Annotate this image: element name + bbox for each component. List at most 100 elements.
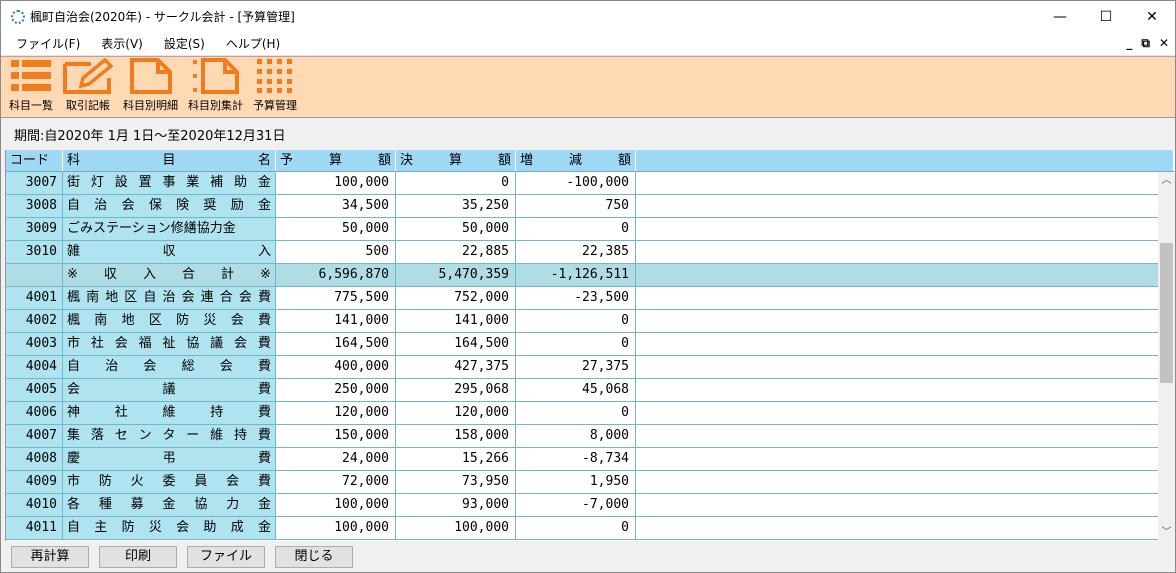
tool-account-summary[interactable]: 科目別集計 <box>188 58 243 117</box>
tool-account-detail[interactable]: 科目別明細 <box>123 58 178 117</box>
cell-diff[interactable]: -8,734 <box>516 448 636 470</box>
cell-code[interactable] <box>6 264 63 286</box>
cell-blank[interactable] <box>636 241 1174 263</box>
cell-diff[interactable]: -23,500 <box>516 287 636 309</box>
cell-diff[interactable]: 0 <box>516 310 636 332</box>
cell-actual[interactable]: 100,000 <box>396 517 516 539</box>
cell-code[interactable]: 3008 <box>6 195 63 217</box>
cell-code[interactable]: 3007 <box>6 172 63 194</box>
cell-diff[interactable]: 27,375 <box>516 356 636 378</box>
table-row[interactable]: 4010 各種募金協力金 100,000 93,000 -7,000 <box>6 494 1174 517</box>
cell-diff[interactable]: 0 <box>516 218 636 240</box>
cell-actual[interactable]: 295,068 <box>396 379 516 401</box>
cell-blank[interactable] <box>636 494 1174 516</box>
cell-blank[interactable] <box>636 218 1174 240</box>
cell-blank[interactable] <box>636 448 1174 470</box>
tool-account-list[interactable]: 科目一覧 <box>9 58 53 117</box>
tool-budget-management[interactable]: 予算管理 <box>253 58 297 117</box>
cell-diff[interactable]: -1,126,511 <box>516 264 636 286</box>
cell-blank[interactable] <box>636 471 1174 493</box>
cell-name[interactable]: ごみステーション修繕協力金 <box>63 218 276 240</box>
cell-budget[interactable]: 400,000 <box>276 356 396 378</box>
cell-actual[interactable]: 22,885 <box>396 241 516 263</box>
cell-name[interactable]: 雑収入 <box>63 241 276 263</box>
table-row[interactable]: 4008 慶弔費 24,000 15,266 -8,734 <box>6 448 1174 471</box>
table-row[interactable]: 4005 会議費 250,000 295,068 45,068 <box>6 379 1174 402</box>
total-row[interactable]: ※ 収入合計 ※ 6,596,870 5,470,359 -1,126,511 <box>6 264 1174 287</box>
table-row[interactable]: 3010 雑収入 500 22,885 22,385 <box>6 241 1174 264</box>
cell-blank[interactable] <box>636 287 1174 309</box>
cell-blank[interactable] <box>636 310 1174 332</box>
cell-name[interactable]: 各種募金協力金 <box>63 494 276 516</box>
table-row[interactable]: 4011 自主防災会助成金 100,000 100,000 0 <box>6 517 1174 540</box>
cell-name[interactable]: 神社維持費 <box>63 402 276 424</box>
cell-actual[interactable]: 73,950 <box>396 471 516 493</box>
print-button[interactable]: 印刷 <box>99 546 177 568</box>
cell-blank[interactable] <box>636 195 1174 217</box>
cell-blank[interactable] <box>636 356 1174 378</box>
cell-blank[interactable] <box>636 333 1174 355</box>
table-row[interactable]: 4006 神社維持費 120,000 120,000 0 <box>6 402 1174 425</box>
cell-code[interactable]: 4003 <box>6 333 63 355</box>
cell-budget[interactable]: 6,596,870 <box>276 264 396 286</box>
minimize-button[interactable]: — <box>1037 1 1083 32</box>
cell-actual[interactable]: 164,500 <box>396 333 516 355</box>
header-name[interactable]: 科 目 名 <box>63 150 276 171</box>
cell-budget[interactable]: 775,500 <box>276 287 396 309</box>
cell-code[interactable]: 4001 <box>6 287 63 309</box>
cell-name[interactable]: ※ 収入合計 ※ <box>63 264 276 286</box>
cell-actual[interactable]: 50,000 <box>396 218 516 240</box>
header-actual[interactable]: 決 算 額 <box>396 150 516 171</box>
cell-diff[interactable]: 0 <box>516 402 636 424</box>
cell-actual[interactable]: 93,000 <box>396 494 516 516</box>
table-row[interactable]: 4003 市社会福祉協議会費 164,500 164,500 0 <box>6 333 1174 356</box>
header-diff[interactable]: 増 減 額 <box>516 150 636 171</box>
recalculate-button[interactable]: 再計算 <box>11 546 89 568</box>
cell-actual[interactable]: 5,470,359 <box>396 264 516 286</box>
cell-diff[interactable]: 750 <box>516 195 636 217</box>
cell-name[interactable]: 集落センター維持費 <box>63 425 276 447</box>
cell-budget[interactable]: 50,000 <box>276 218 396 240</box>
cell-diff[interactable]: 1,950 <box>516 471 636 493</box>
header-budget[interactable]: 予 算 額 <box>276 150 396 171</box>
cell-name[interactable]: 楓南地区防災会費 <box>63 310 276 332</box>
cell-diff[interactable]: 45,068 <box>516 379 636 401</box>
cell-budget[interactable]: 141,000 <box>276 310 396 332</box>
cell-code[interactable]: 4009 <box>6 471 63 493</box>
tool-transaction-entry[interactable]: 取引記帳 <box>63 58 113 117</box>
cell-budget[interactable]: 24,000 <box>276 448 396 470</box>
cell-diff[interactable]: 22,385 <box>516 241 636 263</box>
cell-budget[interactable]: 500 <box>276 241 396 263</box>
cell-name[interactable]: 慶弔費 <box>63 448 276 470</box>
table-row[interactable]: 4007 集落センター維持費 150,000 158,000 8,000 <box>6 425 1174 448</box>
cell-actual[interactable]: 120,000 <box>396 402 516 424</box>
close-window-button[interactable]: ✕ <box>1129 1 1175 32</box>
cell-name[interactable]: 自主防災会助成金 <box>63 517 276 539</box>
table-row[interactable]: 4002 楓南地区防災会費 141,000 141,000 0 <box>6 310 1174 333</box>
cell-diff[interactable]: -100,000 <box>516 172 636 194</box>
cell-code[interactable]: 4002 <box>6 310 63 332</box>
cell-diff[interactable]: 0 <box>516 517 636 539</box>
table-row[interactable]: 3009 ごみステーション修繕協力金 50,000 50,000 0 <box>6 218 1174 241</box>
table-row[interactable]: 3007 街灯設置事業補助金 100,000 0 -100,000 <box>6 172 1174 195</box>
cell-diff[interactable]: -7,000 <box>516 494 636 516</box>
close-button[interactable]: 閉じる <box>275 546 353 568</box>
cell-budget[interactable]: 34,500 <box>276 195 396 217</box>
cell-blank[interactable] <box>636 402 1174 424</box>
cell-name[interactable]: 会議費 <box>63 379 276 401</box>
cell-budget[interactable]: 100,000 <box>276 172 396 194</box>
cell-actual[interactable]: 158,000 <box>396 425 516 447</box>
cell-blank[interactable] <box>636 517 1174 539</box>
cell-actual[interactable]: 752,000 <box>396 287 516 309</box>
cell-name[interactable]: 市社会福祉協議会費 <box>63 333 276 355</box>
mdi-restore-button[interactable]: ⧉ <box>1141 36 1150 50</box>
mdi-minimize-button[interactable]: _ <box>1126 36 1133 50</box>
cell-name[interactable]: 市防火委員会費 <box>63 471 276 493</box>
cell-actual[interactable]: 35,250 <box>396 195 516 217</box>
cell-actual[interactable]: 15,266 <box>396 448 516 470</box>
cell-code[interactable]: 4005 <box>6 379 63 401</box>
menu-file[interactable]: ファイル(F) <box>16 37 81 51</box>
cell-diff[interactable]: 0 <box>516 333 636 355</box>
cell-budget[interactable]: 100,000 <box>276 517 396 539</box>
maximize-button[interactable]: ☐ <box>1083 1 1129 32</box>
